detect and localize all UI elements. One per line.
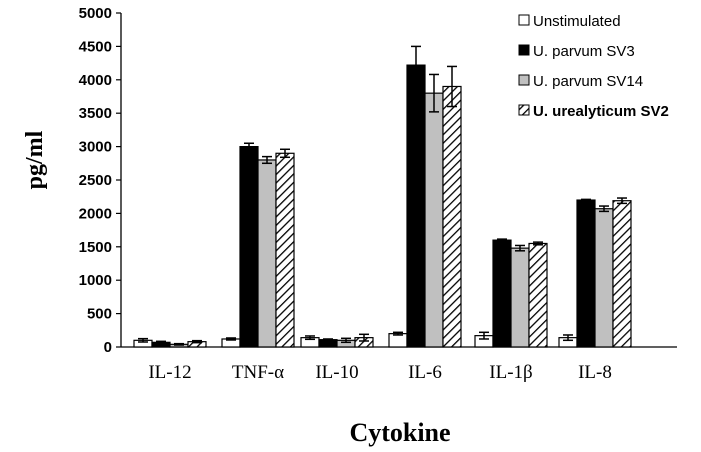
error-bar <box>599 205 609 213</box>
y-tick-label: 1000 <box>79 272 112 289</box>
error-bar <box>429 73 439 113</box>
y-tick-label: 1500 <box>79 239 112 256</box>
y-tick-label: 4500 <box>79 38 112 55</box>
y-tick-label: 5000 <box>79 5 112 22</box>
error-bar <box>226 337 236 341</box>
legend-item: U. parvum SV14 <box>518 73 643 90</box>
x-tick-label: TNF-α <box>232 362 284 383</box>
error-bar <box>244 142 254 151</box>
y-tick-label: 2000 <box>79 205 112 222</box>
error-bar <box>138 337 148 343</box>
bars <box>133 45 632 348</box>
bar <box>492 239 512 348</box>
x-tick-label: IL-10 <box>315 362 358 383</box>
error-bar <box>533 241 543 246</box>
error-bar <box>280 148 290 159</box>
y-tick-label: 500 <box>87 306 112 323</box>
x-tick-label: IL-8 <box>578 362 612 383</box>
error-bar <box>581 198 591 202</box>
legend-swatch <box>518 44 530 56</box>
bar <box>576 199 596 348</box>
error-bar <box>341 337 351 344</box>
bar <box>424 92 444 348</box>
error-bar <box>411 45 421 85</box>
legend-label: Unstimulated <box>533 13 621 30</box>
error-bar <box>156 340 166 345</box>
y-axis-label: pg/ml <box>22 130 48 189</box>
legend: Unstimulated U. parvum SV3 U. parvum SV14 U… <box>518 13 669 120</box>
y-tick-label: 3500 <box>79 105 112 122</box>
bar <box>528 242 548 348</box>
legend-label: U. parvum SV3 <box>533 43 635 60</box>
error-bar <box>192 339 202 344</box>
error-bar <box>563 334 573 342</box>
error-bar <box>359 333 369 342</box>
legend-item: U. parvum SV3 <box>518 43 635 60</box>
error-bar <box>515 244 525 252</box>
x-tick-label: IL-1β <box>489 362 532 383</box>
bar <box>612 200 632 348</box>
y-tick-label: 3000 <box>79 139 112 156</box>
legend-label: U. urealyticum SV2 <box>533 103 669 120</box>
x-axis-label: Cytokine <box>349 418 450 447</box>
error-bar <box>393 331 403 336</box>
y-tick-label: 4000 <box>79 72 112 89</box>
bar <box>406 64 426 348</box>
error-bar <box>617 197 627 205</box>
legend-swatch <box>518 14 530 26</box>
bar <box>275 152 295 348</box>
legend-item: U. urealyticum SV2 <box>518 103 669 120</box>
axes: 0 500 1000 1500 2000 2500 3000 3500 4000 4500 5000… <box>79 5 677 383</box>
y-tick-label: 0 <box>104 339 112 356</box>
bar <box>257 159 277 348</box>
error-bar <box>305 335 315 341</box>
error-bar <box>479 331 489 340</box>
y-tick-label: 2500 <box>79 172 112 189</box>
legend-swatch <box>518 104 530 116</box>
bar <box>442 85 462 348</box>
legend-item: Unstimulated <box>518 13 621 30</box>
bar <box>594 208 614 348</box>
error-bar <box>497 238 507 242</box>
error-bar <box>447 65 457 108</box>
x-tick-label: IL-12 <box>148 362 191 383</box>
bar <box>510 247 530 348</box>
x-tick-label: IL-6 <box>408 362 442 383</box>
bar <box>239 146 259 348</box>
legend-label: U. parvum SV14 <box>533 73 643 90</box>
error-bar <box>174 342 184 346</box>
legend-swatch <box>518 74 530 86</box>
error-bar <box>262 155 272 165</box>
error-bar <box>323 338 333 342</box>
